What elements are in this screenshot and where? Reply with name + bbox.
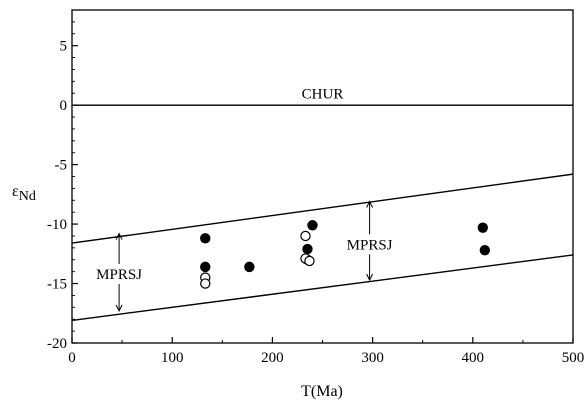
arrowhead-down: [366, 273, 374, 282]
filled-data-point: [200, 261, 211, 273]
y-tick-label: 5: [60, 39, 68, 55]
arrowhead-down: [115, 304, 123, 313]
lower-boundary-line: [71, 254, 574, 322]
mprsj-label: MPRSJ: [96, 267, 142, 283]
x-tick-label: 200: [261, 350, 284, 366]
open-data-point: [304, 255, 315, 267]
x-tick-label: 300: [361, 350, 384, 366]
upper-boundary-line: [71, 173, 574, 244]
x-tick-label: 400: [462, 350, 485, 366]
open-data-point: [300, 230, 311, 242]
chart-marks: 0 100 200 300 400 500 -20 -15 -10 -5 0 5 CHUR MPRSJ MP…: [47, 21, 585, 366]
y-axis-title-subscript: Nd: [19, 189, 36, 204]
filled-data-point: [307, 220, 318, 231]
arrowhead-up: [115, 232, 123, 240]
y-tick-label: -15: [47, 277, 67, 293]
y-axis-title-symbol: ε: [12, 183, 19, 200]
arrowhead-up: [366, 200, 374, 208]
open-data-point: [200, 278, 211, 289]
y-axis-title: εNd: [12, 183, 36, 204]
y-tick-label: -5: [55, 158, 68, 174]
x-tick-label: 500: [562, 350, 585, 366]
filled-data-point: [302, 243, 313, 255]
mprsj-label: MPRSJ: [347, 237, 393, 253]
y-tick-label: -10: [47, 217, 67, 233]
y-tick-label: 0: [60, 98, 68, 114]
filled-data-point: [244, 261, 255, 273]
filled-data-point: [479, 245, 491, 256]
x-axis-title: T(Ma): [301, 383, 343, 400]
filled-data-point: [477, 222, 489, 233]
y-tick-label: -20: [47, 336, 67, 352]
plot-frame: [71, 9, 574, 344]
x-tick-label: 0: [68, 350, 76, 366]
filled-data-point: [200, 233, 211, 244]
chur-label: CHUR: [302, 86, 344, 102]
x-tick-label: 100: [161, 350, 184, 366]
